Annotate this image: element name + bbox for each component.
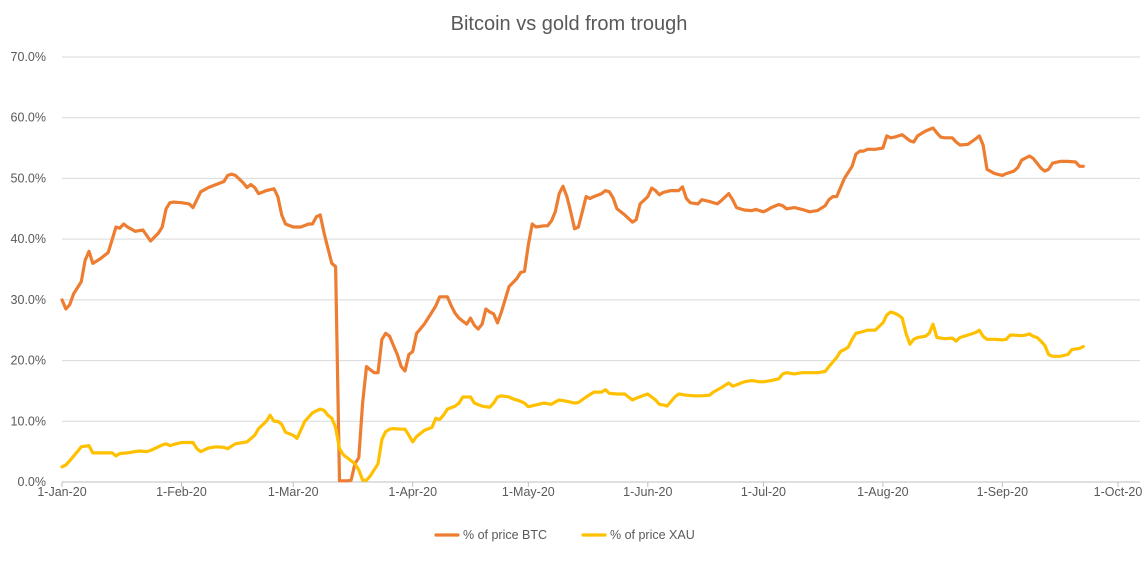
series-line-xau <box>60 310 1085 482</box>
y-tick-label: 10.0% <box>11 414 46 428</box>
x-tick-label: 1-Jan-20 <box>37 485 86 499</box>
x-tick-label: 1-Oct-20 <box>1094 485 1143 499</box>
series-line-btc <box>60 126 1085 483</box>
x-tick-label: 1-Sep-20 <box>977 485 1028 499</box>
y-tick-label: 60.0% <box>11 111 46 125</box>
y-tick-label: 0.0% <box>18 475 47 489</box>
x-axis-tick-labels: 1-Jan-20 1-Feb-20 1-Mar-20 1-Apr-20 1-May-20… <box>37 482 1142 499</box>
chart-title: Bitcoin vs gold from trough <box>451 13 688 35</box>
series-lines <box>60 126 1085 483</box>
x-tick-label: 1-Aug-20 <box>857 485 908 499</box>
x-tick-label: 1-Jun-20 <box>623 485 672 499</box>
x-tick-label: 1-Mar-20 <box>268 485 319 499</box>
legend: % of price BTC % of price XAU <box>434 528 695 542</box>
x-tick-label: 1-Apr-20 <box>388 485 437 499</box>
y-tick-label: 40.0% <box>11 232 46 246</box>
y-tick-label: 70.0% <box>11 50 46 64</box>
y-tick-label: 30.0% <box>11 293 46 307</box>
x-tick-label: 1-Feb-20 <box>156 485 207 499</box>
x-tick-label: 1-Jul-20 <box>741 485 786 499</box>
gridlines <box>62 56 1140 483</box>
x-tick-label: 1-May-20 <box>502 485 555 499</box>
legend-label-btc: % of price BTC <box>463 528 547 542</box>
y-axis-tick-labels: 0.0% 10.0% 20.0% 30.0% 40.0% 50.0% 60.0% 70.0% <box>11 50 46 489</box>
y-tick-label: 20.0% <box>11 354 46 368</box>
y-tick-label: 50.0% <box>11 171 46 185</box>
legend-label-xau: % of price XAU <box>610 528 695 542</box>
